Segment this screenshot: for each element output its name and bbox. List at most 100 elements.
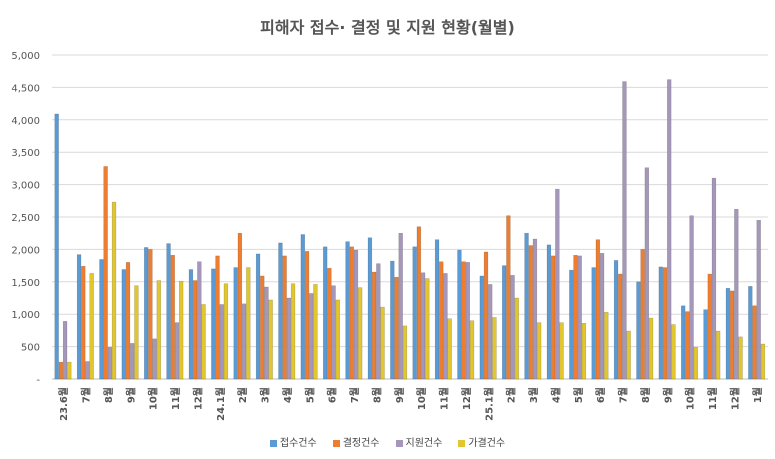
bar-결정건수	[752, 305, 757, 380]
bar-결정건수	[618, 273, 623, 380]
bar-지원건수	[488, 284, 493, 380]
bar-결정건수	[103, 166, 108, 380]
bar-결정건수	[550, 255, 556, 380]
bar-가결건수	[469, 320, 475, 380]
x-tick-label: 10월	[148, 387, 160, 410]
bar-지원건수	[756, 219, 761, 380]
bar-가결건수	[760, 343, 766, 380]
bar-지원건수	[309, 293, 314, 380]
bar-접수건수	[99, 259, 104, 380]
bar-결정건수	[304, 251, 310, 380]
bar-결정건수	[506, 215, 511, 380]
bar-접수건수	[278, 242, 283, 380]
x-tick-label: 11월	[439, 387, 451, 410]
bar-지원건수	[465, 262, 470, 380]
bar-지원건수	[577, 255, 582, 380]
bar-가결건수	[604, 312, 609, 380]
bar-결정건수	[192, 280, 198, 380]
bar-결정건수	[394, 277, 399, 380]
bar-결정건수	[58, 361, 64, 380]
bar-접수건수	[367, 237, 373, 380]
x-tick-label: 9월	[125, 387, 137, 403]
bar-결정건수	[461, 261, 466, 380]
y-tick-label: 4,500	[11, 83, 40, 94]
bar-가결건수	[626, 330, 631, 380]
bar-가결건수	[492, 317, 497, 380]
bar-지원건수	[286, 297, 291, 380]
bar-가결건수	[671, 324, 676, 380]
bar-가결건수	[111, 201, 117, 380]
x-tick-label: 12월	[461, 387, 473, 410]
chart-title: 피해자 접수· 결정 및 지원 현황(월별)	[260, 18, 515, 37]
y-tick-label: 1,000	[11, 310, 40, 321]
bar-가결건수	[447, 318, 452, 380]
legend-item: 접수건수	[269, 434, 317, 449]
bar-지원건수	[130, 343, 135, 380]
bar-지원건수	[353, 249, 359, 380]
x-tick-label: 8월	[640, 387, 652, 403]
bar-가결건수	[648, 317, 654, 380]
bar-접수건수	[636, 281, 641, 380]
legend-swatch	[332, 439, 340, 447]
bar-지원건수	[219, 304, 224, 380]
bar-접수건수	[658, 266, 663, 380]
bar-접수건수	[524, 232, 529, 380]
bar-결정건수	[483, 251, 489, 380]
bar-가결건수	[380, 306, 385, 380]
legend-label: 지원건수	[405, 438, 443, 449]
bar-지원건수	[443, 273, 448, 380]
bar-결정건수	[81, 265, 86, 380]
x-tick-label: 12월	[729, 387, 741, 410]
bar-접수건수	[144, 247, 149, 380]
x-tick-label: 10월	[416, 387, 428, 410]
y-tick-label: 2,500	[11, 213, 40, 224]
x-tick-label: 7월	[81, 387, 93, 403]
x-tick-label: 23.6월	[58, 387, 70, 421]
x-tick-label: 7월	[618, 387, 630, 403]
bar-지원건수	[555, 188, 560, 380]
bar-접수건수	[591, 267, 596, 380]
bar-가결건수	[514, 297, 519, 380]
bar-접수건수	[255, 253, 261, 380]
bar-결정건수	[349, 246, 354, 380]
bar-가결건수	[134, 285, 139, 380]
bar-지원건수	[107, 346, 112, 380]
bar-접수건수	[166, 243, 171, 380]
y-tick-label: 3,000	[11, 181, 40, 192]
bar-가결건수	[537, 322, 542, 380]
bar-가결건수	[335, 299, 340, 380]
bar-결정건수	[416, 226, 422, 380]
legend-label: 접수건수	[279, 438, 317, 449]
x-tick-label: 25.1월	[483, 387, 495, 421]
bar-지원건수	[510, 275, 515, 380]
x-tick-label: 2월	[506, 387, 518, 403]
y-tick-label: 5,000	[11, 51, 40, 62]
x-tick-label: 11월	[170, 387, 182, 410]
bar-접수건수	[479, 275, 484, 380]
bar-결정건수	[707, 273, 712, 380]
bar-결정건수	[371, 271, 377, 380]
legend-label: 결정건수	[342, 438, 380, 449]
bar-가결건수	[179, 280, 184, 380]
bar-가결건수	[402, 325, 408, 380]
bar-결정건수	[729, 290, 735, 380]
bar-접수건수	[434, 239, 440, 380]
bar-결정건수	[640, 249, 645, 380]
bar-지원건수	[644, 167, 649, 380]
x-tick-label: 12월	[192, 387, 204, 410]
bar-접수건수	[569, 269, 574, 380]
bar-결정건수	[237, 232, 243, 380]
x-tick-label: 5월	[304, 387, 316, 403]
bar-가결건수	[223, 283, 229, 380]
bar-결정건수	[439, 261, 444, 380]
bar-접수건수	[188, 269, 194, 380]
bar-가결건수	[559, 322, 564, 380]
bar-접수건수	[300, 234, 305, 380]
bar-접수건수	[121, 269, 126, 380]
x-tick-label: 1월	[752, 387, 764, 403]
bar-가결건수	[89, 273, 94, 380]
bar-가결건수	[156, 280, 161, 380]
bar-지원건수	[62, 321, 68, 380]
bar-지원건수	[734, 208, 739, 380]
